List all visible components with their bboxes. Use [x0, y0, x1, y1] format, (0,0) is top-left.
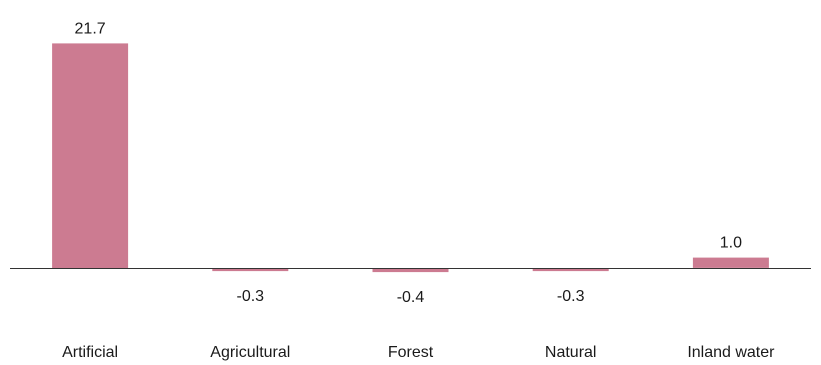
category-label-forest: Forest — [388, 344, 434, 361]
category-label-artificial: Artificial — [62, 344, 118, 361]
bar-forest — [372, 268, 449, 273]
bars-layer — [52, 43, 769, 273]
category-label-natural: Natural — [545, 344, 597, 361]
bar-agricultural — [212, 268, 289, 272]
value-label-artificial: 21.7 — [75, 20, 106, 37]
category-labels-layer: Artificial Agricultural Forest Natural Inlan… — [62, 344, 775, 361]
value-label-natural: -0.3 — [557, 288, 585, 305]
value-label-inland-water: 1.0 — [720, 235, 742, 252]
value-label-forest: -0.4 — [397, 289, 425, 306]
category-label-agricultural: Agricultural — [210, 344, 290, 361]
value-label-agricultural: -0.3 — [237, 288, 265, 305]
category-label-inland-water: Inland water — [687, 344, 775, 361]
bar-artificial — [52, 43, 129, 269]
bar-inland-water — [692, 257, 769, 268]
value-labels-layer: 21.7 -0.3 -0.4 -0.3 1.0 — [75, 20, 743, 306]
bar-natural — [532, 268, 609, 272]
